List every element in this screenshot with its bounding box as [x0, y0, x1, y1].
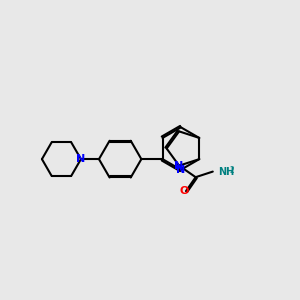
- Text: N: N: [176, 165, 185, 175]
- Text: NH: NH: [218, 167, 234, 177]
- Text: N: N: [175, 161, 184, 171]
- Text: N: N: [76, 154, 86, 164]
- Text: 2: 2: [230, 166, 235, 175]
- Text: O: O: [180, 186, 189, 196]
